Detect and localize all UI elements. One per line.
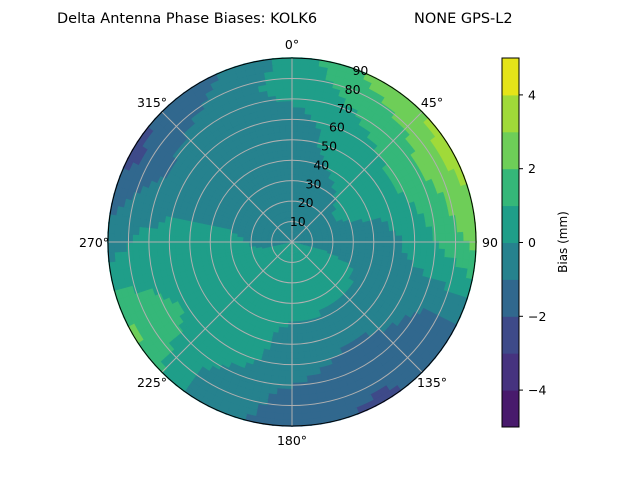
r-tick-label: 20 [298, 195, 314, 210]
polar-grid [108, 58, 476, 426]
colorbar-segment [502, 58, 519, 95]
contour-cell [285, 113, 293, 120]
r-tick-label: 60 [329, 120, 345, 135]
colorbar-segment [502, 206, 519, 243]
colorbar-segment [502, 132, 519, 169]
colorbar-tick-label: 4 [528, 87, 536, 102]
chart-title: Delta Antenna Phase Biases: KOLK6 [57, 11, 317, 27]
colorbar-segment [502, 279, 519, 316]
contour-cell [283, 88, 293, 95]
theta-tick-label: 315° [137, 95, 167, 110]
contour-cell [284, 106, 293, 113]
theta-tick-label: 90 [482, 235, 498, 250]
colorbar: 4 2 0 −2 −4 [502, 58, 546, 428]
r-tick-label: 30 [306, 176, 322, 191]
colorbar-segment [502, 95, 519, 132]
colorbar-segment [502, 169, 519, 206]
colorbar-tick-label: 0 [528, 235, 536, 250]
theta-tick-label: 180° [277, 433, 307, 448]
contour-cell [283, 82, 293, 89]
r-tick-label: 10 [290, 214, 306, 229]
colorbar-tick-label: −4 [528, 383, 546, 398]
colorbar-segment [502, 353, 519, 390]
theta-tick-label: 270° [79, 235, 109, 250]
contour-cell [284, 100, 293, 107]
theta-tick-label: 225° [137, 375, 167, 390]
r-tick-label: 70 [337, 101, 353, 116]
r-tick-label: 50 [321, 139, 337, 154]
contour-cell [283, 94, 292, 101]
colorbar-tick-label: −2 [528, 309, 546, 324]
colorbar-segment [502, 316, 519, 353]
colorbar-segment [502, 243, 519, 280]
colorbar-segment [502, 390, 519, 427]
theta-tick-label: 0° [285, 37, 299, 52]
contour-cell [282, 76, 292, 83]
r-tick-label: 40 [313, 157, 329, 172]
colorbar-tick-label: 2 [528, 161, 536, 176]
chart-title-right: NONE GPS-L2 [414, 11, 513, 27]
colorbar-label: Bias (mm) [556, 211, 570, 273]
theta-tick-label: 45° [421, 95, 443, 110]
r-tick-label: 90 [352, 63, 368, 78]
theta-tick-label: 135° [417, 375, 447, 390]
r-tick-label: 80 [345, 82, 361, 97]
